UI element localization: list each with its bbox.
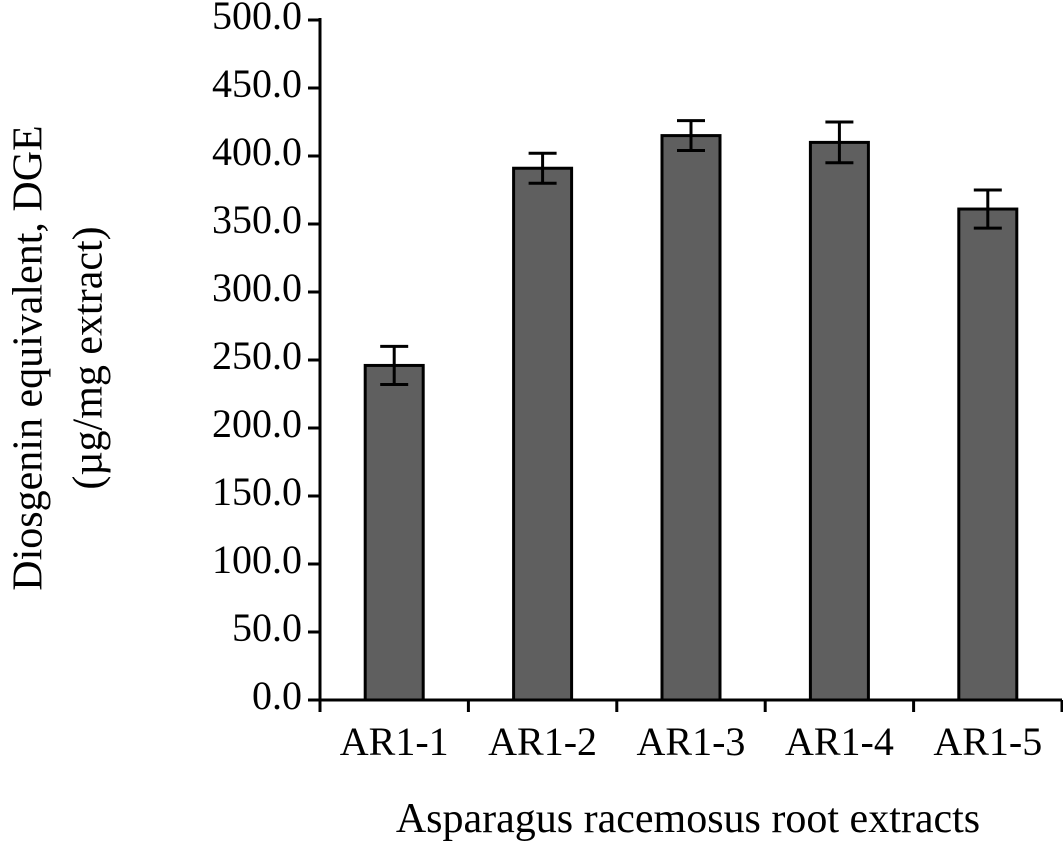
y-axis-ticks: 0.0 50.0 100.0 150.0 200.0 250.0 300.0 350.0 400… [212,0,320,718]
bar-ar1-2 [512,166,574,702]
x-tick-label: AR1-5 [933,719,1042,764]
bar-ar1-4 [808,140,870,702]
x-tick-label: AR1-3 [637,719,746,764]
x-tick-label: AR1-4 [785,719,894,764]
x-tick-label: AR1-1 [340,719,449,764]
y-axis-title: Diosgenin equivalent, DGE (µg/mg extract… [6,125,112,590]
bar-ar1-1 [363,363,425,702]
error-bars [380,119,1002,386]
y-tick-label: 300.0 [212,265,302,310]
y-tick-label: 350.0 [212,197,302,242]
y-tick-label: 100.0 [212,537,302,582]
y-tick-label: 0.0 [252,673,302,718]
y-tick-label: 50.0 [232,605,302,650]
x-axis-title: Asparagus racemosus root extracts [396,796,980,842]
y-tick-label: 400.0 [212,129,302,174]
y-tick-label: 450.0 [212,61,302,106]
x-axis-ticks: AR1-1 AR1-2 AR1-3 AR1-4 AR1-5 [318,700,1063,764]
y-axis-title-line-2: (µg/mg extract) [66,226,112,489]
y-tick-label: 200.0 [212,401,302,446]
bar-ar1-3 [660,134,722,702]
y-tick-label: 250.0 [212,333,302,378]
bar-ar1-5 [957,207,1019,702]
y-axis-title-line-1: Diosgenin equivalent, DGE [6,125,52,590]
x-tick-label: AR1-2 [488,719,597,764]
y-tick-label: 150.0 [212,469,302,514]
bars [363,134,1019,702]
y-tick-label: 500.0 [212,0,302,38]
